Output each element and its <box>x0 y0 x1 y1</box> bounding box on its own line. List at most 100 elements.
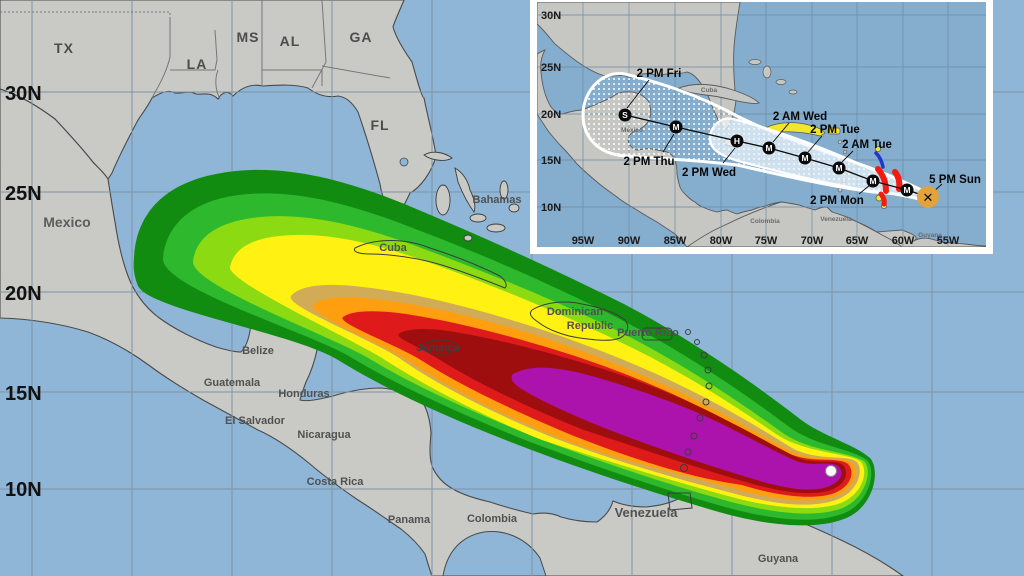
time-label-2pm-mon: 2 PM Mon <box>810 195 864 207</box>
lake-okeechobee <box>399 157 409 167</box>
inset-lat-10n: 10N <box>541 202 561 214</box>
land-united-states <box>0 0 437 219</box>
svg-text:M: M <box>765 143 772 153</box>
svg-text:M: M <box>903 185 910 195</box>
inset-lon-80w: 80W <box>710 235 733 247</box>
state-label-ms: MS <box>237 29 260 45</box>
gulf-of-panama-water <box>442 531 547 576</box>
inset-map: S M H M M M M M <box>536 1 987 248</box>
state-label-fl: FL <box>370 117 389 133</box>
place-label-colombia: Colombia <box>467 513 518 525</box>
warning-segments <box>874 151 903 207</box>
inset-label-colombia: Colombia <box>750 218 780 225</box>
cuba-outline <box>353 240 507 289</box>
place-labels: Mexico Cuba Bahamas Belize Guatemala Hon… <box>43 194 799 565</box>
lat-label-10n: 10N <box>5 479 42 501</box>
inset-bahamas <box>748 59 798 95</box>
land-mexico-central-south-america <box>0 88 904 576</box>
place-label-costa-rica: Costa Rica <box>307 476 365 488</box>
inset-lon-70w: 70W <box>801 235 824 247</box>
puerto-rico-outline <box>641 327 673 341</box>
time-label-2am-wed: 2 AM Wed <box>773 111 827 123</box>
ts-warning-segment <box>874 151 885 169</box>
state-label-al: AL <box>280 33 301 49</box>
island-outlines <box>353 240 713 511</box>
state-borders <box>0 0 391 100</box>
lat-label-20n: 20N <box>5 283 42 305</box>
inset-land-south-america <box>685 201 904 248</box>
forecast-time-labels: 2 PM Fri 2 PM Thu 2 PM Wed 2 AM Wed 2 PM… <box>623 68 980 207</box>
watch-island-north <box>875 146 881 152</box>
bahamas-islands <box>423 151 520 242</box>
svg-text:M: M <box>869 176 876 186</box>
track-marker-s: S <box>618 108 632 122</box>
lat-label-25n: 25N <box>5 183 42 205</box>
place-label-guatemala: Guatemala <box>204 377 261 389</box>
place-label-dominican-1: Dominican <box>547 306 604 318</box>
place-label-puerto-rico: Puerto Rico <box>617 327 679 339</box>
current-position-x-icon: ✕ <box>923 190 934 205</box>
inset-lat-25n: 25N <box>541 62 561 74</box>
wind-probability-swath <box>133 169 875 526</box>
inset-lon-90w: 90W <box>618 235 641 247</box>
current-position-dot <box>825 465 837 477</box>
place-label-venezuela: Venezuela <box>615 505 679 520</box>
hurricane-warning-segment-1 <box>875 166 889 194</box>
place-label-dominican-2: Republic <box>567 320 613 332</box>
prob-band-purple <box>511 367 842 490</box>
current-position-marker: ✕ <box>917 186 939 208</box>
inset-lon-55w: 55W <box>937 235 960 247</box>
place-label-jamaica: Jamaica <box>416 342 460 354</box>
state-labels: TX LA MS AL GA FL <box>54 29 389 133</box>
track-marker-m-3: M <box>798 151 812 165</box>
inset-longitude-labels: 95W 90W 85W 80W 75W 70W 65W 60W 55W <box>572 235 960 247</box>
place-label-el-salvador: El Salvador <box>225 415 286 427</box>
hispaniola-outline <box>529 301 629 341</box>
lat-label-30n: 30N <box>5 83 42 105</box>
jamaica-outline <box>421 339 459 355</box>
time-label-2pm-wed: 2 PM Wed <box>682 167 736 179</box>
place-label-mexico: Mexico <box>43 214 90 230</box>
inset-label-mexico: Mexico <box>621 127 643 134</box>
inset-lat-20n: 20N <box>541 109 561 121</box>
time-label-2pm-fri: 2 PM Fri <box>637 68 682 80</box>
place-label-belize: Belize <box>242 345 274 357</box>
state-label-la: LA <box>187 56 208 72</box>
svg-text:H: H <box>734 136 740 146</box>
svg-text:S: S <box>622 110 628 120</box>
place-label-bahamas: Bahamas <box>473 194 522 206</box>
time-label-5pm-sun: 5 PM Sun <box>929 174 981 186</box>
inset-label-cuba: Cuba <box>701 87 718 94</box>
inset-place-labels: Mexico Cuba Colombia Venezuela Guyana <box>621 87 942 239</box>
place-label-cuba: Cuba <box>379 242 407 254</box>
inset-lon-65w: 65W <box>846 235 869 247</box>
inset-lon-75w: 75W <box>755 235 778 247</box>
svg-text:M: M <box>801 153 808 163</box>
time-label-2am-tue: 2 AM Tue <box>842 139 892 151</box>
inset-lon-95w: 95W <box>572 235 595 247</box>
inset-label-venezuela: Venezuela <box>820 216 852 223</box>
svg-text:M: M <box>835 163 842 173</box>
hurricane-warning-segment-3 <box>878 191 887 207</box>
state-label-ga: GA <box>350 29 373 45</box>
track-marker-h: H <box>730 134 744 148</box>
time-label-2pm-thu: 2 PM Thu <box>623 156 674 168</box>
time-label-2pm-tue: 2 PM Tue <box>810 124 860 136</box>
svg-text:M: M <box>672 122 679 132</box>
inset-lon-85w: 85W <box>664 235 687 247</box>
inset-label-guyana: Guyana <box>918 232 942 239</box>
place-label-honduras: Honduras <box>278 388 329 400</box>
inset-latitude-labels: 30N 25N 20N 15N 10N <box>541 10 561 214</box>
inset-lon-60w: 60W <box>892 235 915 247</box>
lat-label-15n: 15N <box>5 383 42 405</box>
track-marker-m-1: M <box>669 120 683 134</box>
lesser-antilles-islands <box>680 329 713 472</box>
track-marker-m-2: M <box>762 141 776 155</box>
track-marker-m-4: M <box>832 161 846 175</box>
track-marker-m-6: M <box>900 183 914 197</box>
inset-lat-30n: 30N <box>541 10 561 22</box>
place-label-guyana: Guyana <box>758 553 799 565</box>
track-markers: S M H M M M M M <box>618 108 939 208</box>
trinidad-outline <box>667 492 693 511</box>
